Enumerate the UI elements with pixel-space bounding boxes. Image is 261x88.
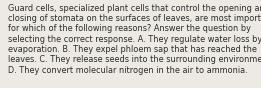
Text: D. They convert molecular nitrogen in the air to ammonia.: D. They convert molecular nitrogen in th… (8, 66, 247, 75)
Text: evaporation. B. They expel phloem sap that has reached the: evaporation. B. They expel phloem sap th… (8, 45, 257, 54)
Text: leaves. C. They release seeds into the surrounding environment.: leaves. C. They release seeds into the s… (8, 55, 261, 64)
Text: Guard cells, specialized plant cells that control the opening and: Guard cells, specialized plant cells tha… (8, 4, 261, 12)
Text: for which of the following reasons? Answer the question by: for which of the following reasons? Answ… (8, 24, 251, 33)
Text: selecting the correct response. A. They regulate water loss by: selecting the correct response. A. They … (8, 35, 261, 44)
Text: closing of stomata on the surfaces of leaves, are most important: closing of stomata on the surfaces of le… (8, 14, 261, 23)
